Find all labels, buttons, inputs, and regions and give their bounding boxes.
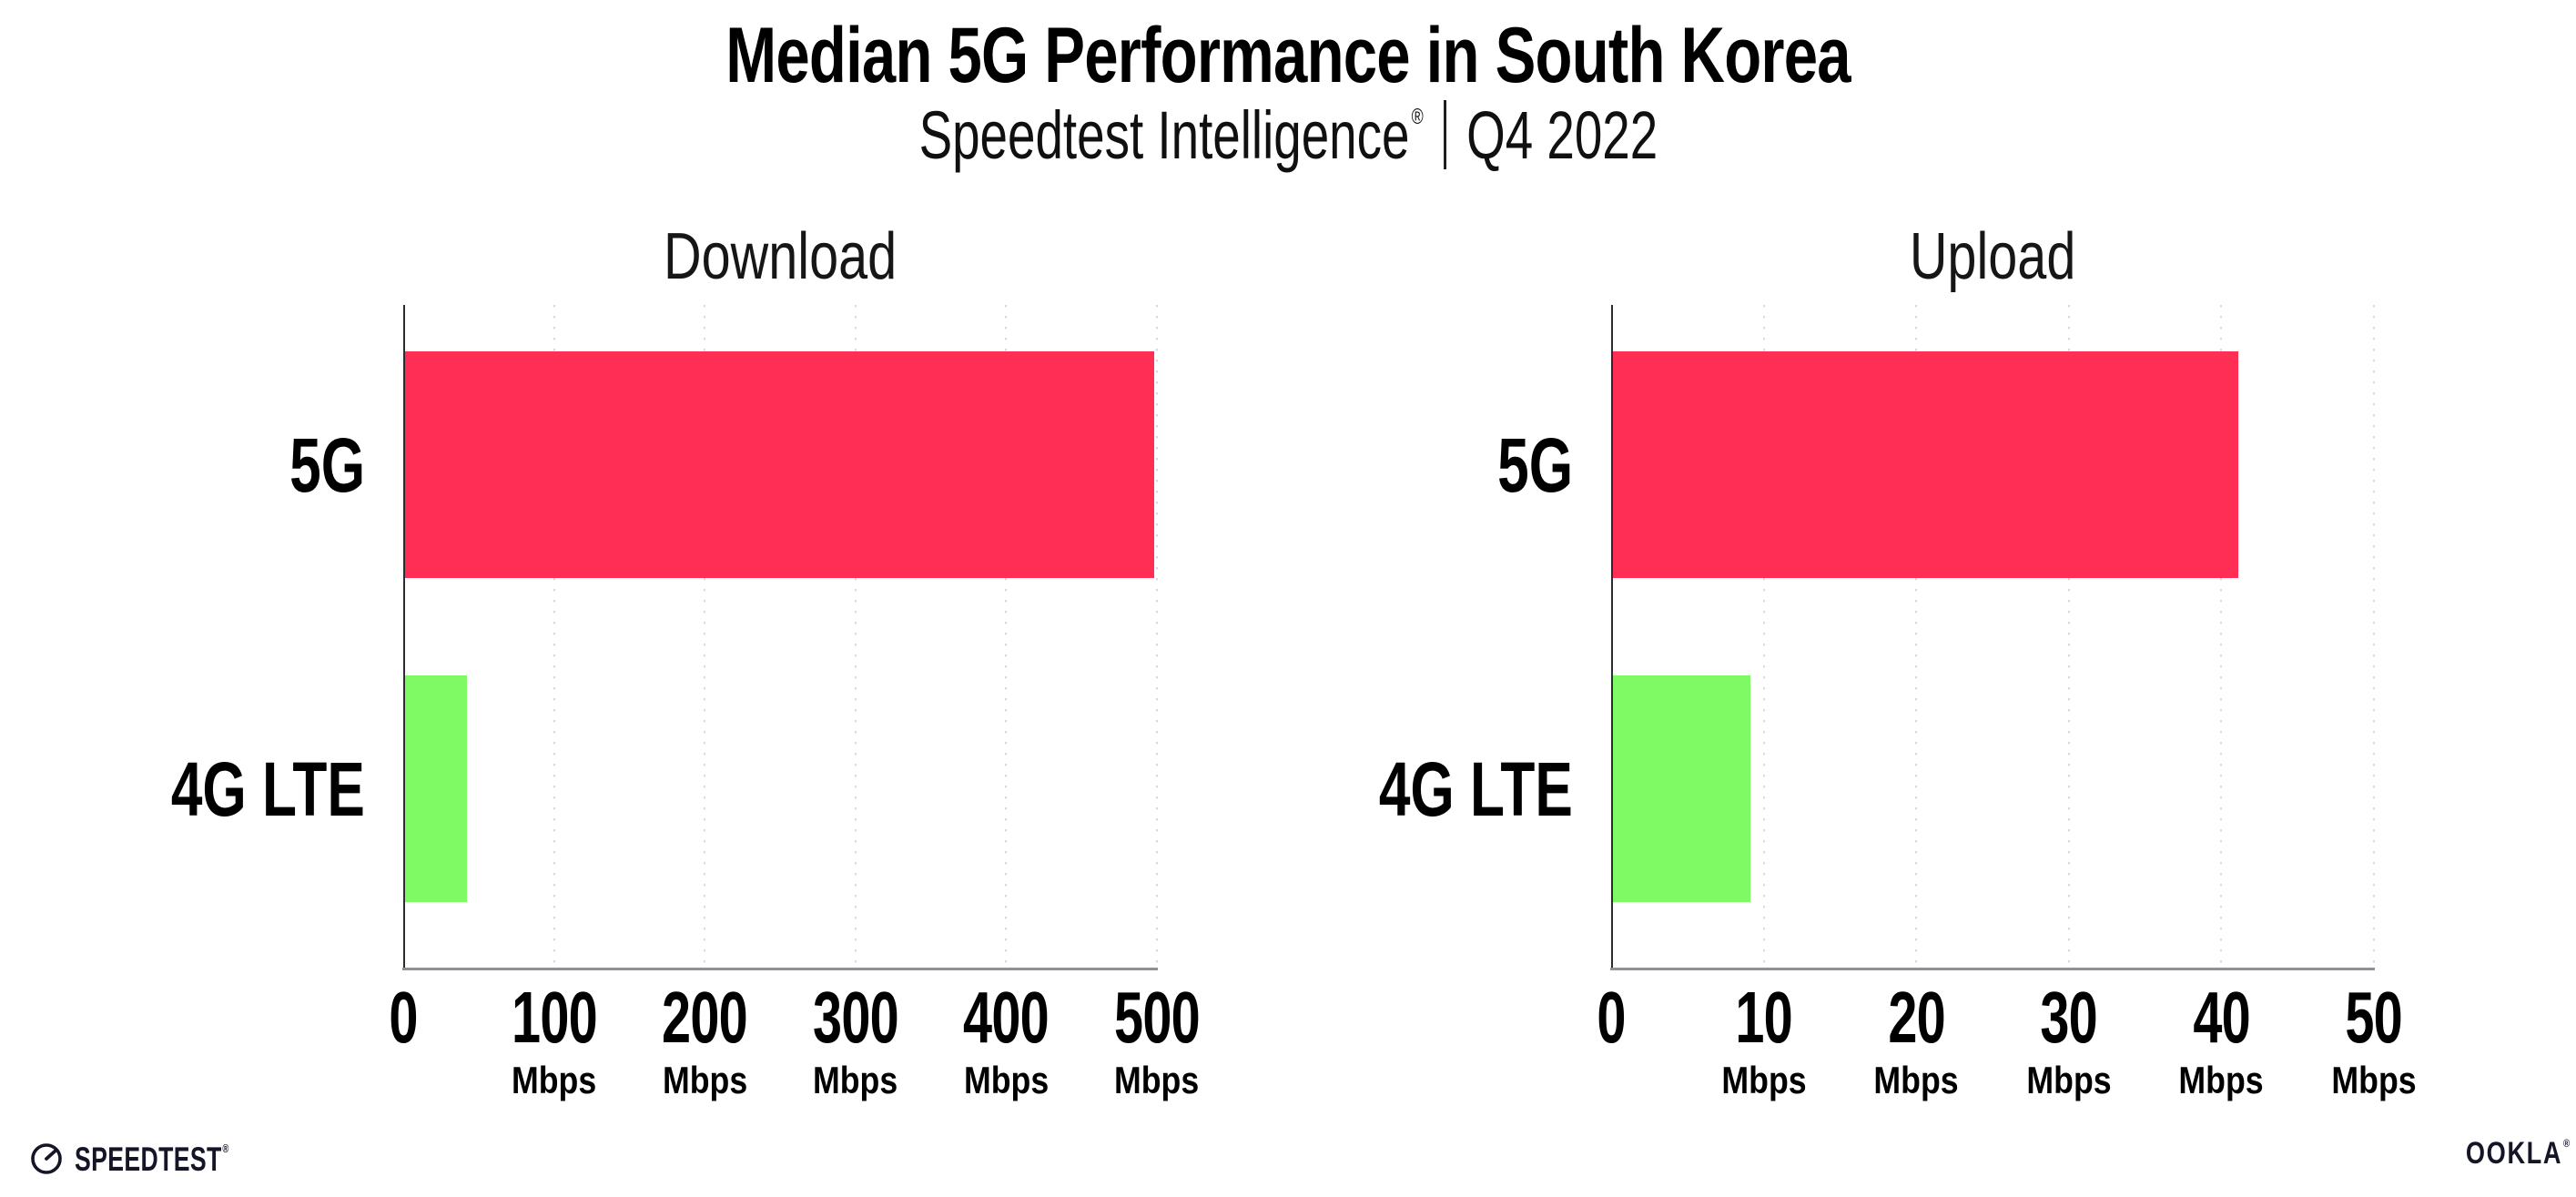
bar-4g-lte-upload [1613,675,1750,902]
y-axis-line-upload [1611,305,1613,970]
speedtest-registered-mark: ® [222,1141,229,1155]
row-label-text-5g-upload: 5G [1497,421,1573,508]
x-tick-value-upload-20: 20 [1887,977,1945,1058]
speedtest-logo: SPEEDTEST® [29,1141,289,1176]
subtitle-period: Q4 2022 [1465,97,1658,173]
grid-line-download-500 [1156,305,1158,968]
x-tick-unit-upload-20: Mbps [1873,1059,1959,1101]
row-label-text-5g-download: 5G [289,421,365,508]
x-tick-value-upload-50: 50 [2345,977,2403,1058]
speedtest-wordmark-text: SPEEDTEST [75,1140,222,1178]
x-tick-unit-download-400: Mbps [963,1059,1049,1101]
subtitle-divider [1443,100,1446,169]
ookla-logo: OOKLA® [2439,1138,2570,1169]
row-label-4g-lte-download: 4G LTE [0,751,365,827]
chart-title-text-upload: Upload [1909,220,2076,293]
x-tick-value-download-500: 500 [1114,977,1201,1058]
bar-5g-upload [1613,351,2239,578]
x-tick-upload-20: 20 Mbps [1866,981,1966,1100]
x-tick-unit-download-500: Mbps [1114,1059,1200,1101]
y-axis-line-download [403,305,405,970]
x-tick-upload-10: 10 Mbps [1714,981,1814,1100]
plot-area-upload [1610,305,2375,970]
subtitle-brand: Speedtest Intelligence [918,97,1410,173]
x-tick-download-200: 200 Mbps [645,981,764,1100]
x-tick-value-upload-0: 0 [1597,977,1626,1058]
x-tick-unit-upload-10: Mbps [1720,1059,1807,1101]
x-tick-download-300: 300 Mbps [796,981,915,1100]
grid-line-upload-20 [1915,305,1918,968]
ookla-wordmark: OOKLA® [2439,1138,2570,1169]
grid-line-download-400 [1005,305,1008,968]
speedtest-gauge-icon [31,1143,62,1174]
x-tick-unit-download-100: Mbps [511,1059,597,1101]
x-tick-download-500: 500 Mbps [1098,981,1216,1100]
x-tick-upload-50: 50 Mbps [2324,981,2424,1100]
plot-area-download [402,305,1158,970]
grid-line-upload-10 [1762,305,1765,968]
chart-title-upload: Upload [1611,224,2374,289]
x-axis-line-download [402,968,1158,970]
row-label-text-4g-lte-upload: 4G LTE [1379,746,1573,832]
grid-line-upload-50 [2373,305,2375,968]
ookla-wordmark-text: OOKLA [2465,1136,2563,1171]
x-axis-line-upload [1610,968,2375,970]
x-tick-upload-40: 40 Mbps [2172,981,2272,1100]
x-tick-upload-30: 30 Mbps [2019,981,2119,1100]
x-tick-unit-download-200: Mbps [662,1059,747,1101]
ookla-registered-mark: ® [2562,1137,2571,1150]
x-tick-download-400: 400 Mbps [947,981,1065,1100]
page-title: Median 5G Performance in South Korea [0,16,2576,95]
row-label-text-4g-lte-download: 4G LTE [171,746,365,832]
chart-title-text-download: Download [663,220,898,293]
x-tick-value-download-0: 0 [389,977,418,1058]
x-tick-upload-0: 0 [1591,981,1631,1054]
row-label-5g-download: 5G [0,427,365,503]
row-label-4g-lte-upload: 4G LTE [1191,751,1573,827]
speedtest-wordmark: SPEEDTEST® [75,1142,289,1176]
x-tick-download-0: 0 [383,981,423,1054]
x-tick-download-100: 100 Mbps [494,981,613,1100]
grid-line-upload-30 [2067,305,2070,968]
x-tick-unit-upload-30: Mbps [2026,1059,2112,1101]
x-tick-unit-upload-50: Mbps [2331,1059,2417,1101]
x-tick-value-upload-10: 10 [1735,977,1792,1058]
page-subtitle: Speedtest Intelligence® Q4 2022 [0,100,2576,171]
x-tick-value-upload-40: 40 [2193,977,2250,1058]
x-tick-value-download-200: 200 [662,977,748,1058]
x-tick-value-download-100: 100 [511,977,598,1058]
bar-4g-lte-download [405,675,467,902]
x-tick-value-download-300: 300 [812,977,899,1058]
page-subtitle-text: Speedtest Intelligence® Q4 2022 [918,100,1658,171]
x-tick-value-upload-30: 30 [2040,977,2098,1058]
x-tick-value-download-400: 400 [963,977,1050,1058]
bar-5g-download [405,351,1155,578]
x-tick-unit-upload-40: Mbps [2178,1059,2264,1101]
registered-mark: ® [1411,105,1424,129]
x-tick-unit-download-300: Mbps [813,1059,898,1101]
chart-title-download: Download [403,224,1157,289]
grid-line-download-200 [704,305,706,968]
grid-line-download-100 [553,305,555,968]
page-title-text: Median 5G Performance in South Korea [725,12,1851,99]
row-label-5g-upload: 5G [1191,427,1573,503]
grid-line-upload-40 [2220,305,2223,968]
grid-line-download-300 [854,305,857,968]
